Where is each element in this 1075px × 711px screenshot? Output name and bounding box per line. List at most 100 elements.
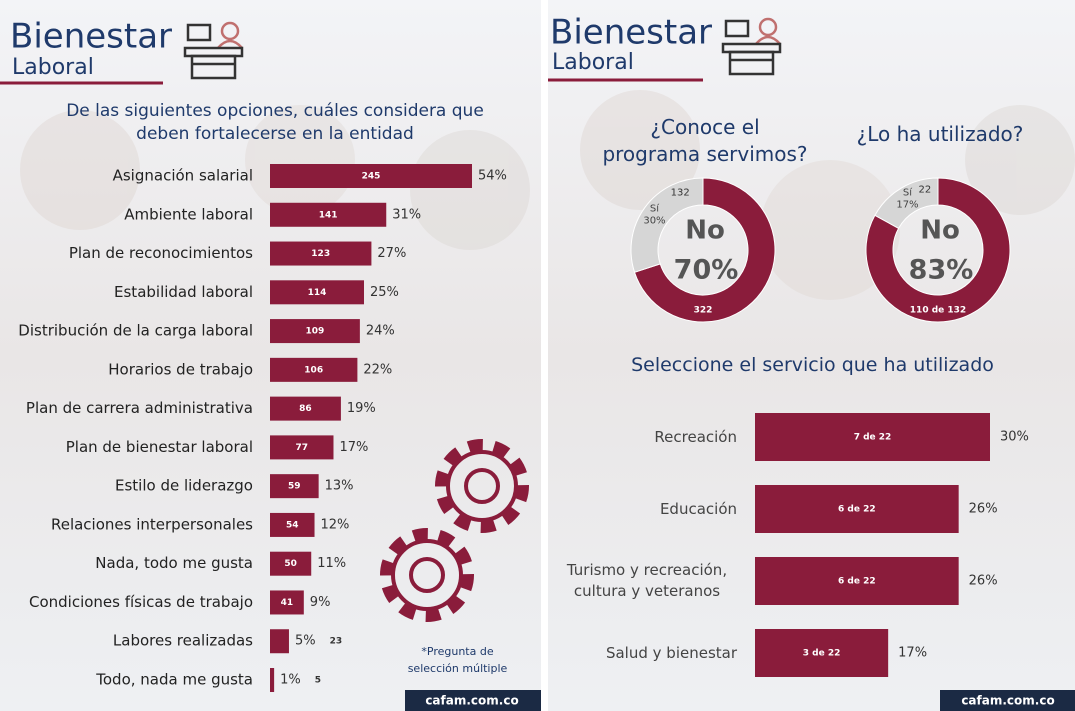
category-label: Plan de carrera administrativa <box>26 399 253 417</box>
slice-value: 30% <box>643 216 665 227</box>
bar <box>755 557 959 605</box>
percent-label: 31% <box>392 207 421 222</box>
category-label: Estabilidad laboral <box>114 283 253 301</box>
bar <box>270 474 319 499</box>
bar <box>270 512 315 537</box>
percent-label: 26% <box>969 574 998 589</box>
bar-label: 54 <box>286 520 299 530</box>
category-label: Salud y bienestar <box>605 643 737 662</box>
percent-label: 13% <box>325 479 354 494</box>
percent-label: 1% <box>280 673 301 688</box>
bar-label: 23 <box>330 637 343 647</box>
bar <box>270 668 275 693</box>
category-label: Nada, todo me gusta <box>95 554 253 572</box>
percent-label: 25% <box>370 285 399 300</box>
chart-title: ¿Lo ha utilizado? <box>856 122 1024 146</box>
category-label: Plan de reconocimientos <box>69 244 253 262</box>
bar <box>270 241 372 266</box>
slice-count: 22 <box>918 184 931 195</box>
bar <box>270 357 358 382</box>
bar-label: 50 <box>284 559 297 569</box>
bar <box>270 202 387 227</box>
slice-count: 132 <box>671 187 690 198</box>
category-label: Distribución de la carga laboral <box>18 322 253 340</box>
desk-icon <box>721 17 782 76</box>
brand-subtitle: Laboral <box>552 50 634 75</box>
bar <box>755 485 959 533</box>
brand-subtitle: Laboral <box>12 55 94 80</box>
footer-bar <box>405 690 541 711</box>
slice-count: 322 <box>694 306 713 316</box>
chart-title: Seleccione el servicio que ha utilizado <box>631 354 994 376</box>
bar <box>270 164 472 188</box>
bar <box>270 319 360 344</box>
center-category: No <box>685 216 725 246</box>
percent-label: 24% <box>366 324 395 339</box>
bar-label: 109 <box>306 327 325 337</box>
slice-category: Sí <box>903 186 913 198</box>
percent-label: 26% <box>969 502 998 517</box>
percent-label: 54% <box>478 169 507 184</box>
percent-label: 9% <box>310 595 331 610</box>
bar-label: 123 <box>311 249 330 259</box>
category-label: Horarios de trabajo <box>108 360 253 378</box>
gear-icon <box>380 439 529 622</box>
footer-text: cafam.com.co <box>961 694 1054 708</box>
footer-text: cafam.com.co <box>425 694 518 708</box>
percent-label: 27% <box>377 246 406 261</box>
center-value: 70% <box>674 255 739 286</box>
bar <box>270 551 312 576</box>
percent-label: 30% <box>1000 430 1029 445</box>
slice-value: 17% <box>896 199 918 210</box>
bar <box>270 590 304 615</box>
bar-label: 77 <box>295 443 308 453</box>
bar-label: 106 <box>304 365 323 375</box>
percent-label: 17% <box>339 440 368 455</box>
bar-label: 245 <box>362 172 381 182</box>
bar <box>270 629 289 654</box>
percent-label: 5% <box>295 634 316 649</box>
category-label: Turismo y recreación, cultura y veterano… <box>566 561 728 600</box>
category-label: Asignación salarial <box>113 167 253 185</box>
bar <box>270 280 364 305</box>
donut-slice <box>633 177 776 323</box>
percent-label: 11% <box>317 556 346 571</box>
bar-label: 5 <box>315 676 321 686</box>
percent-label: 17% <box>898 646 927 661</box>
percent-label: 22% <box>363 362 392 377</box>
chart-title: De las siguientes opciones, cuáles consi… <box>66 101 484 144</box>
bar-label: 7 de 22 <box>854 433 892 443</box>
percent-label: 12% <box>321 517 350 532</box>
slice-count: 110 de 132 <box>910 306 966 316</box>
slice-category: Sí <box>650 203 660 215</box>
bar-label: 6 de 22 <box>838 577 876 587</box>
category-label: Plan de bienestar laboral <box>66 438 253 456</box>
bar <box>755 413 990 461</box>
brand-title: Bienestar <box>10 17 172 57</box>
percent-label: 19% <box>347 401 376 416</box>
brand-title: Bienestar <box>550 13 712 53</box>
note: *Pregunta de selección múltiple <box>407 645 508 675</box>
bar-label: 41 <box>281 598 294 608</box>
chart-title: ¿Conoce el programa servimos? <box>602 115 808 166</box>
donut-slice <box>865 177 1011 323</box>
donut-slice <box>874 177 939 229</box>
bar <box>270 396 341 421</box>
category-label: Labores realizadas <box>113 632 253 650</box>
category-label: Educación <box>659 499 737 518</box>
category-label: Condiciones físicas de trabajo <box>29 593 253 611</box>
bar <box>270 435 334 460</box>
category-label: Relaciones interpersonales <box>51 515 253 533</box>
center-value: 83% <box>909 255 974 286</box>
donut-slice <box>630 177 704 273</box>
bar-label: 86 <box>299 404 312 414</box>
footer-bar <box>940 690 1075 711</box>
desk-icon <box>183 21 244 80</box>
category-label: Estilo de liderazgo <box>115 477 253 495</box>
category-label: Recreación <box>654 427 737 446</box>
bar-label: 3 de 22 <box>803 649 841 659</box>
bar-label: 59 <box>288 482 301 492</box>
bar-label: 114 <box>308 288 327 298</box>
